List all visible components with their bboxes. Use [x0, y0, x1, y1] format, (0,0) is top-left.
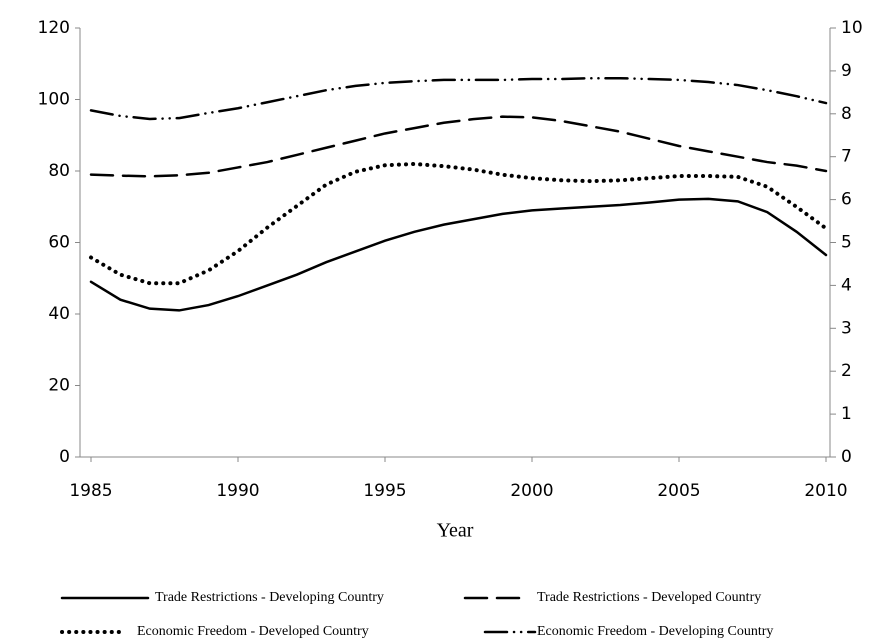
- x-axis-label: Year: [437, 520, 474, 542]
- series-line: [89, 197, 828, 312]
- y2-tick-label: 8: [841, 104, 852, 124]
- x-tick-label: 2000: [510, 481, 553, 501]
- legend-label: Economic Freedom - Developed Country: [137, 624, 369, 639]
- series-line: [89, 161, 828, 286]
- x-tick-label: 2010: [804, 481, 847, 501]
- y2-tick-label: 6: [841, 190, 852, 210]
- legend-label: Trade Restrictions - Developing Country: [155, 590, 384, 605]
- y-tick-label: 0: [59, 447, 70, 467]
- legend-label: Economic Freedom - Developing Country: [537, 624, 773, 639]
- y2-tick-label: 9: [841, 61, 852, 81]
- y2-tick-label: 3: [841, 318, 852, 338]
- y-tick-label: 120: [38, 18, 70, 38]
- y2-tick-label: 0: [841, 447, 852, 467]
- y2-tick-label: 4: [841, 275, 852, 295]
- y2-tick-label: 5: [841, 233, 852, 253]
- x-tick-label: 1995: [363, 481, 406, 501]
- y-tick-label: 20: [48, 376, 70, 396]
- y2-tick-label: 2: [841, 361, 852, 381]
- legend-label: Trade Restrictions - Developed Country: [537, 590, 761, 605]
- y2-tick-label: 7: [841, 147, 852, 167]
- x-tick-label: 1990: [216, 481, 259, 501]
- y-tick-label: 80: [48, 161, 70, 181]
- x-tick-label: 2005: [657, 481, 700, 501]
- y-tick-label: 100: [38, 90, 70, 110]
- y-tick-label: 60: [48, 233, 70, 253]
- y-tick-label: 40: [48, 304, 70, 324]
- series-line: [89, 115, 828, 178]
- y2-tick-label: 1: [841, 404, 852, 424]
- x-tick-label: 1985: [69, 481, 112, 501]
- y2-tick-label: 10: [841, 18, 863, 38]
- series-line: [89, 76, 828, 121]
